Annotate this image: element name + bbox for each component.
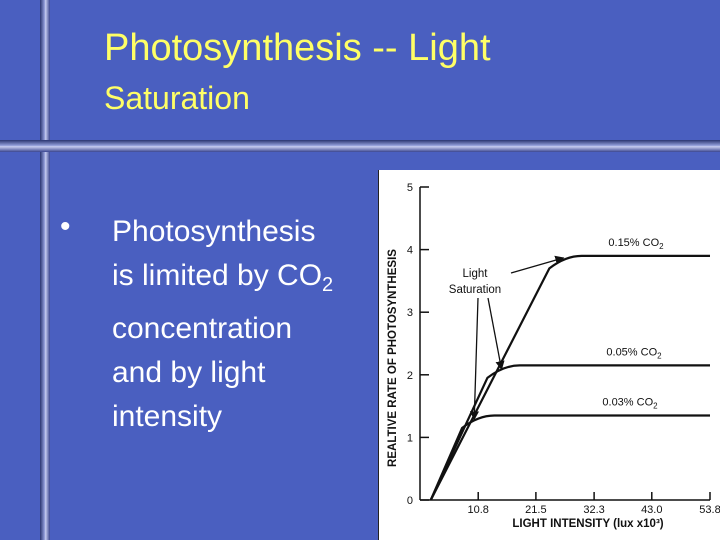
bullet-line: concentration bbox=[112, 312, 293, 345]
x-tick-label: 10.8 bbox=[468, 504, 489, 516]
y-tick-label: 3 bbox=[407, 307, 413, 319]
bullet-marker: • bbox=[60, 210, 71, 243]
slide-title: Photosynthesis -- Light Saturation bbox=[104, 20, 491, 120]
arrow bbox=[469, 297, 480, 421]
chart-labels: 0.15% CO2 0.05% CO2 0.03% CO2 bbox=[602, 237, 664, 411]
arrow bbox=[510, 255, 565, 274]
bullet-line: intensity bbox=[112, 400, 223, 433]
frame-vertical-bar bbox=[40, 0, 50, 540]
annotation-light-saturation: Light Saturation bbox=[449, 268, 501, 296]
y-tick-label: 1 bbox=[407, 432, 413, 444]
x-axis-label: LIGHT INTENSITY (lux x10³) bbox=[512, 518, 663, 530]
x-tick-label: 53.8 bbox=[699, 504, 720, 516]
y-tick-label: 2 bbox=[407, 370, 413, 382]
series-label: 0.03% CO2 bbox=[602, 396, 658, 410]
slide-title-line1: Photosynthesis -- Light bbox=[104, 27, 491, 69]
y-tick-label: 4 bbox=[407, 245, 413, 257]
series-line bbox=[429, 414, 710, 501]
bullet-line: Photosynthesis bbox=[112, 215, 316, 248]
series-line bbox=[429, 254, 710, 501]
frame-horizontal-bar bbox=[0, 140, 720, 152]
chart-axes: 0 1 2 3 4 5 10.8 21.5 32.3 43.0 53.8 bbox=[407, 182, 720, 516]
bullet-line: and by light bbox=[112, 356, 266, 389]
x-tick-label: 43.0 bbox=[641, 504, 662, 516]
annotation-arrows bbox=[469, 255, 565, 421]
photosynthesis-chart: REALTIVE RATE OF PHOTOSYNTHESIS LIGHT IN… bbox=[378, 170, 720, 540]
y-tick-label: 5 bbox=[407, 182, 413, 194]
x-tick-label: 32.3 bbox=[583, 504, 604, 516]
bullet-line: is limited by CO2 bbox=[112, 259, 334, 296]
slide-title-line2: Saturation bbox=[104, 80, 250, 116]
series-line bbox=[429, 364, 710, 501]
y-axis-label: REALTIVE RATE OF PHOTOSYNTHESIS bbox=[387, 249, 399, 467]
y-tick-label: 0 bbox=[407, 495, 413, 507]
arrow bbox=[487, 297, 505, 371]
series-label: 0.05% CO2 bbox=[606, 346, 662, 360]
x-tick-label: 21.5 bbox=[525, 504, 546, 516]
bullet-text: Photosynthesis is limited by CO2 concent… bbox=[112, 210, 382, 439]
series-label: 0.15% CO2 bbox=[608, 237, 664, 251]
